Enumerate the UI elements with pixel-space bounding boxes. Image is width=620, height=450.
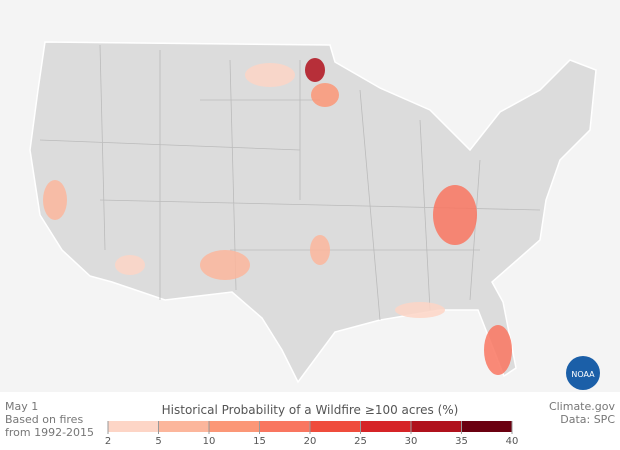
us-outline <box>29 41 597 384</box>
date: May 1 <box>5 400 38 413</box>
state-borders <box>39 44 541 321</box>
hotspot <box>43 180 67 220</box>
legend-swatch <box>411 421 462 432</box>
hotspot <box>245 63 295 87</box>
hotspot <box>433 185 477 245</box>
note: Based on fires <box>5 413 83 426</box>
legend-tick-label: 5 <box>155 436 161 447</box>
legend-swatch <box>158 421 209 432</box>
fire-hotspots <box>43 58 512 375</box>
logo-text: NOAA <box>571 370 595 379</box>
legend-swatch <box>360 421 411 432</box>
source: Data: SPC <box>560 413 615 426</box>
logo <box>566 356 600 390</box>
legend-tick-label: 2 <box>105 436 111 447</box>
legend-swatch <box>310 421 361 432</box>
legend-swatch <box>209 421 260 432</box>
legend-tick-label: 10 <box>203 436 216 447</box>
hotspot <box>484 325 512 375</box>
hotspot <box>395 302 445 318</box>
hotspot <box>311 83 339 107</box>
legend-tick-label: 20 <box>304 436 317 447</box>
hotspot <box>115 255 145 275</box>
legend-swatch <box>108 421 159 432</box>
legend-tick-label: 35 <box>455 436 468 447</box>
legend-tick-label: 15 <box>253 436 266 447</box>
hotspot <box>200 250 250 280</box>
legend-swatch <box>461 421 512 432</box>
hotspot <box>310 235 330 265</box>
legend-swatch <box>259 421 310 432</box>
note: from 1992-2015 <box>5 426 94 439</box>
hotspot <box>305 58 325 82</box>
legend-title: Historical Probability of a Wildfire ≥10… <box>162 403 459 417</box>
legend-tick-label: 40 <box>506 436 519 447</box>
legend-tick-label: 25 <box>354 436 367 447</box>
legend-tick-label: 30 <box>405 436 418 447</box>
credit: Climate.gov <box>549 400 616 413</box>
